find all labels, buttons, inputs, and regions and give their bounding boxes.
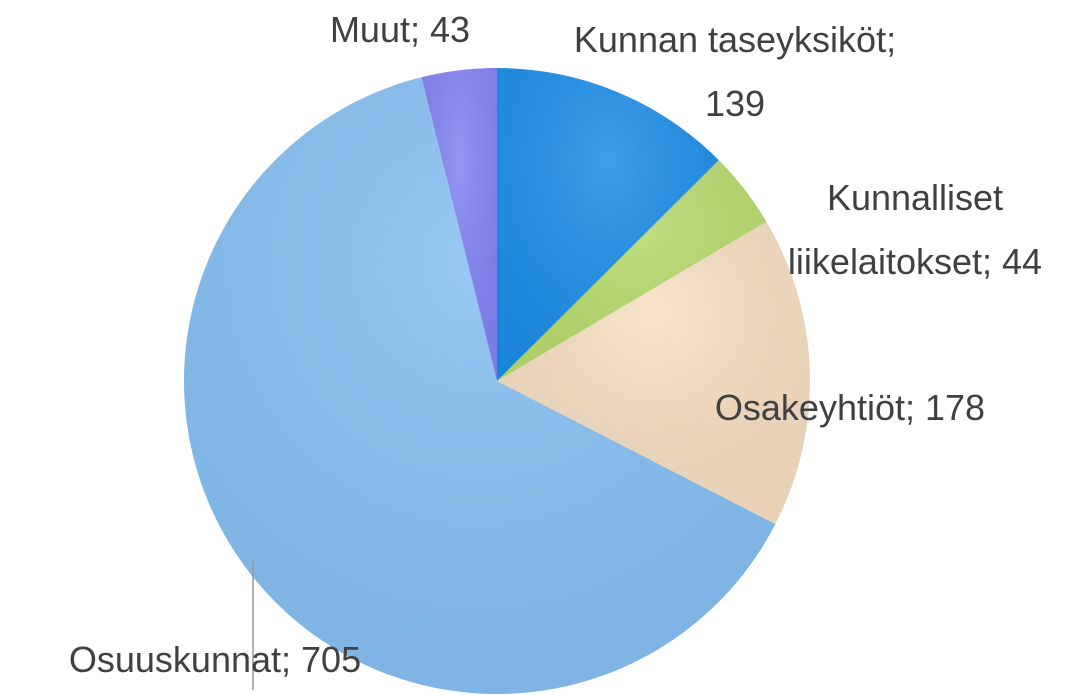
label-separator: ;: [410, 9, 430, 50]
label-separator: ;: [886, 19, 906, 60]
data-label: Kunnan taseyksiköt; 139: [555, 8, 915, 136]
label-value: 139: [705, 83, 765, 124]
chart: [0, 0, 1086, 695]
label-value: 705: [301, 639, 361, 680]
label-separator: ;: [281, 639, 301, 680]
label-value: 43: [430, 9, 470, 50]
data-label: Osakeyhtiöt; 178: [650, 376, 1050, 440]
label-value: 44: [1002, 241, 1042, 282]
label-separator: ;: [982, 241, 1002, 282]
label-category: Osakeyhtiöt: [715, 387, 905, 428]
data-label: Kunnalliset liikelaitokset; 44: [765, 166, 1065, 294]
label-category: Kunnalliset liikelaitokset: [788, 177, 1013, 282]
label-separator: ;: [905, 387, 925, 428]
label-category: Osuuskunnat: [69, 639, 281, 680]
label-value: 178: [925, 387, 985, 428]
data-label: Muut; 43: [250, 0, 550, 62]
data-label: Osuuskunnat; 705: [5, 628, 425, 692]
page: {"chart_data": {"type": "pie", "categori…: [0, 0, 1086, 695]
label-category: Kunnan taseyksiköt: [574, 19, 886, 60]
label-category: Muut: [330, 9, 410, 50]
